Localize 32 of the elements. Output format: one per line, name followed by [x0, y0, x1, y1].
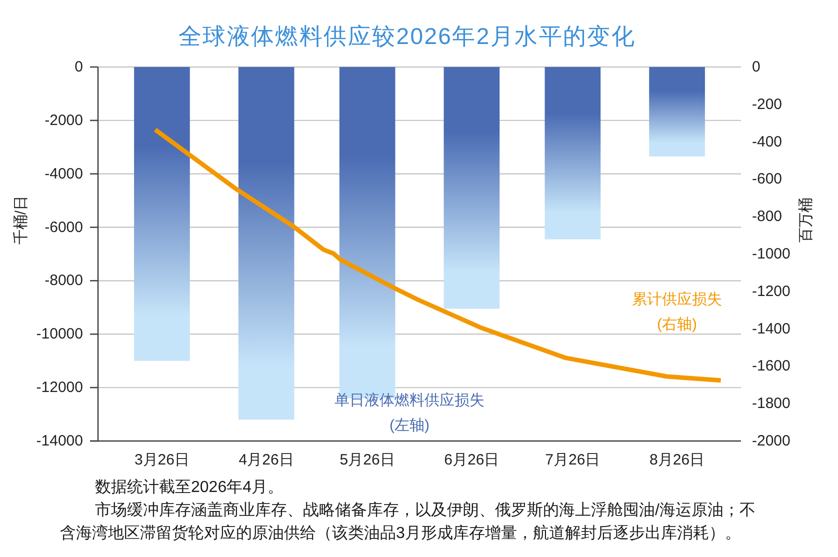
y-axis-title: 千桶/日: [12, 195, 30, 245]
text: 市场缓冲库存涵盖商业库存、战略储备库存，以及伊朗、俄罗斯的海上浮舱囤油/海运原油；不含海湾地区滞留货轮对应的原油供给（该类油品3月形成库存增量，航道解封后逐步出库消耗）。: [60, 500, 756, 544]
y2-tick-label: -1200: [752, 282, 790, 300]
x-tick-label: 7月26日: [545, 452, 600, 468]
y-tick-label: -8000: [44, 272, 83, 290]
y2-tick-label: -1800: [752, 395, 790, 412]
y-tick-label: 0: [74, 58, 83, 76]
chart-title: 全球液体燃料供应较2026年2月水平的变化: [178, 23, 636, 49]
y-tick-label: -4000: [44, 165, 83, 182]
y2-tick-label: -200: [752, 96, 782, 113]
x-tick-label: 5月26日: [340, 452, 395, 468]
y-tick-label: -14000: [36, 432, 83, 450]
y-tick-label: -10000: [36, 326, 83, 343]
y2-tick-label: -2000: [752, 432, 790, 450]
x-tick-label: 3月26日: [134, 452, 190, 468]
y2-tick-label: -600: [752, 170, 782, 188]
y-tick-label: -6000: [44, 218, 83, 236]
text: 数据统计截至2026年4月。: [94, 478, 284, 498]
y2-tick-label: 0: [752, 58, 760, 76]
x-tick-label: 6月26日: [444, 452, 500, 468]
series-label: 累计供应损失(右轴): [631, 290, 724, 335]
series-label: 单日液体燃料供应损失(左轴): [334, 391, 486, 436]
y-tick-label: -12000: [36, 379, 83, 396]
y2-tick-label: -800: [752, 208, 782, 226]
y2-tick-label: -1000: [752, 246, 790, 262]
y-tick-label: -2000: [44, 112, 83, 129]
y2-tick-label: -1400: [752, 320, 790, 338]
x-tick-label: 4月26日: [238, 452, 294, 468]
x-tick-label: 8月26日: [650, 452, 705, 468]
y2-tick-label: -1600: [752, 358, 790, 375]
y2-axis-title: 百万桶: [798, 198, 814, 242]
y2-tick-label: -400: [752, 133, 782, 150]
